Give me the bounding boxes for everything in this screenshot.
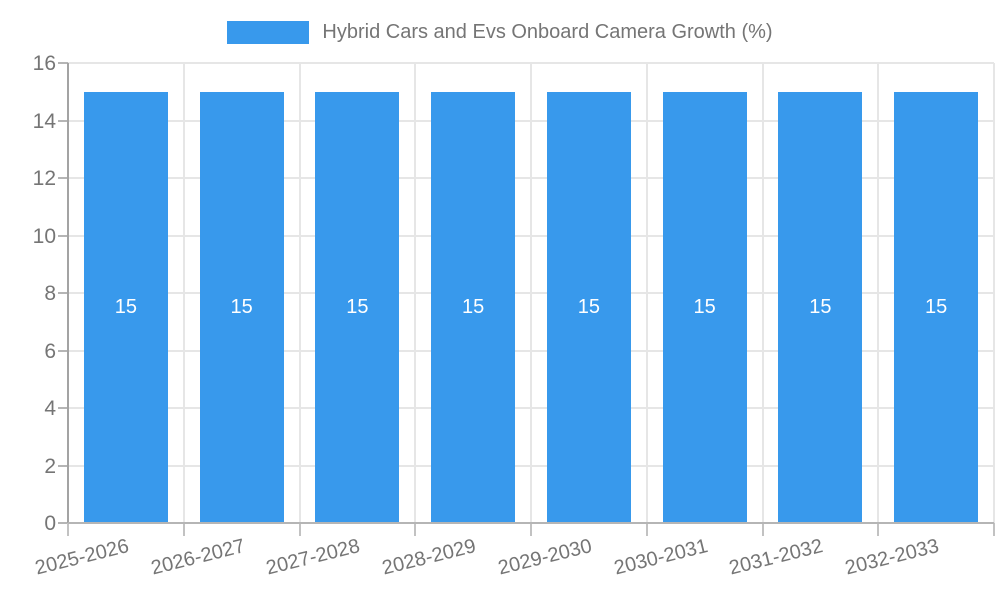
x-gridline [761,63,764,523]
y-axis-line [67,63,69,523]
legend-swatch[interactable] [227,20,310,44]
x-tick-mark [761,523,764,536]
bar-2029-2030[interactable] [546,91,631,523]
bar-value-label: 15 [693,296,716,319]
bar-2028-2029[interactable] [431,91,516,523]
bar-2031-2032[interactable] [778,91,863,523]
y-tick-label: 0 [44,512,56,535]
x-tick-mark [67,523,69,536]
y-tick-label: 8 [44,282,56,305]
y-tick-mark [58,464,68,467]
y-tick-mark [58,349,68,352]
bar-value-label: 15 [230,296,253,319]
chart-legend[interactable]: Hybrid Cars and Evs Onboard Camera Growt… [0,14,1000,50]
bar-2025-2026[interactable] [83,91,168,523]
y-tick-mark [58,522,68,524]
y-tick-label: 12 [32,167,56,190]
y-tick-label: 2 [44,454,56,478]
bar-value-label: 15 [577,296,600,319]
x-tick-mark [877,523,880,536]
y-tick-label: 4 [44,397,56,420]
x-tick-mark [645,523,648,536]
y-tick-mark [58,407,68,409]
bar-value-label: 15 [809,296,832,319]
y-tick-mark [58,62,68,64]
x-gridline [298,63,301,523]
y-tick-label: 10 [32,224,56,248]
bar-value-label: 15 [114,296,137,319]
y-tick-mark [58,177,68,179]
bar-value-label: 15 [346,296,369,319]
bar-2030-2031[interactable] [662,91,747,523]
x-tick-mark [414,523,417,536]
y-tick-label: 6 [44,339,56,363]
x-tick-mark [530,523,532,536]
x-gridline [414,63,417,523]
x-tick-mark [182,523,185,536]
bar-value-label: 15 [462,296,485,319]
x-tick-mark [993,523,995,536]
bar-2032-2033[interactable] [894,91,979,523]
x-gridline [530,63,532,523]
x-tick-mark [298,523,301,536]
bar-2026-2027[interactable] [199,91,284,523]
bar-value-label: 15 [925,296,948,319]
y-tick-mark [58,234,68,237]
x-gridline [993,63,995,523]
y-tick-label: 14 [32,109,56,133]
y-tick-label: 16 [32,52,56,75]
x-axis-line [68,522,994,524]
y-tick-mark [58,119,68,122]
bar-2027-2028[interactable] [315,91,400,523]
legend-label[interactable]: Hybrid Cars and Evs Onboard Camera Growt… [322,20,773,43]
x-gridline [182,63,185,523]
x-gridline [645,63,648,523]
y-tick-mark [58,292,68,294]
x-gridline [877,63,880,523]
